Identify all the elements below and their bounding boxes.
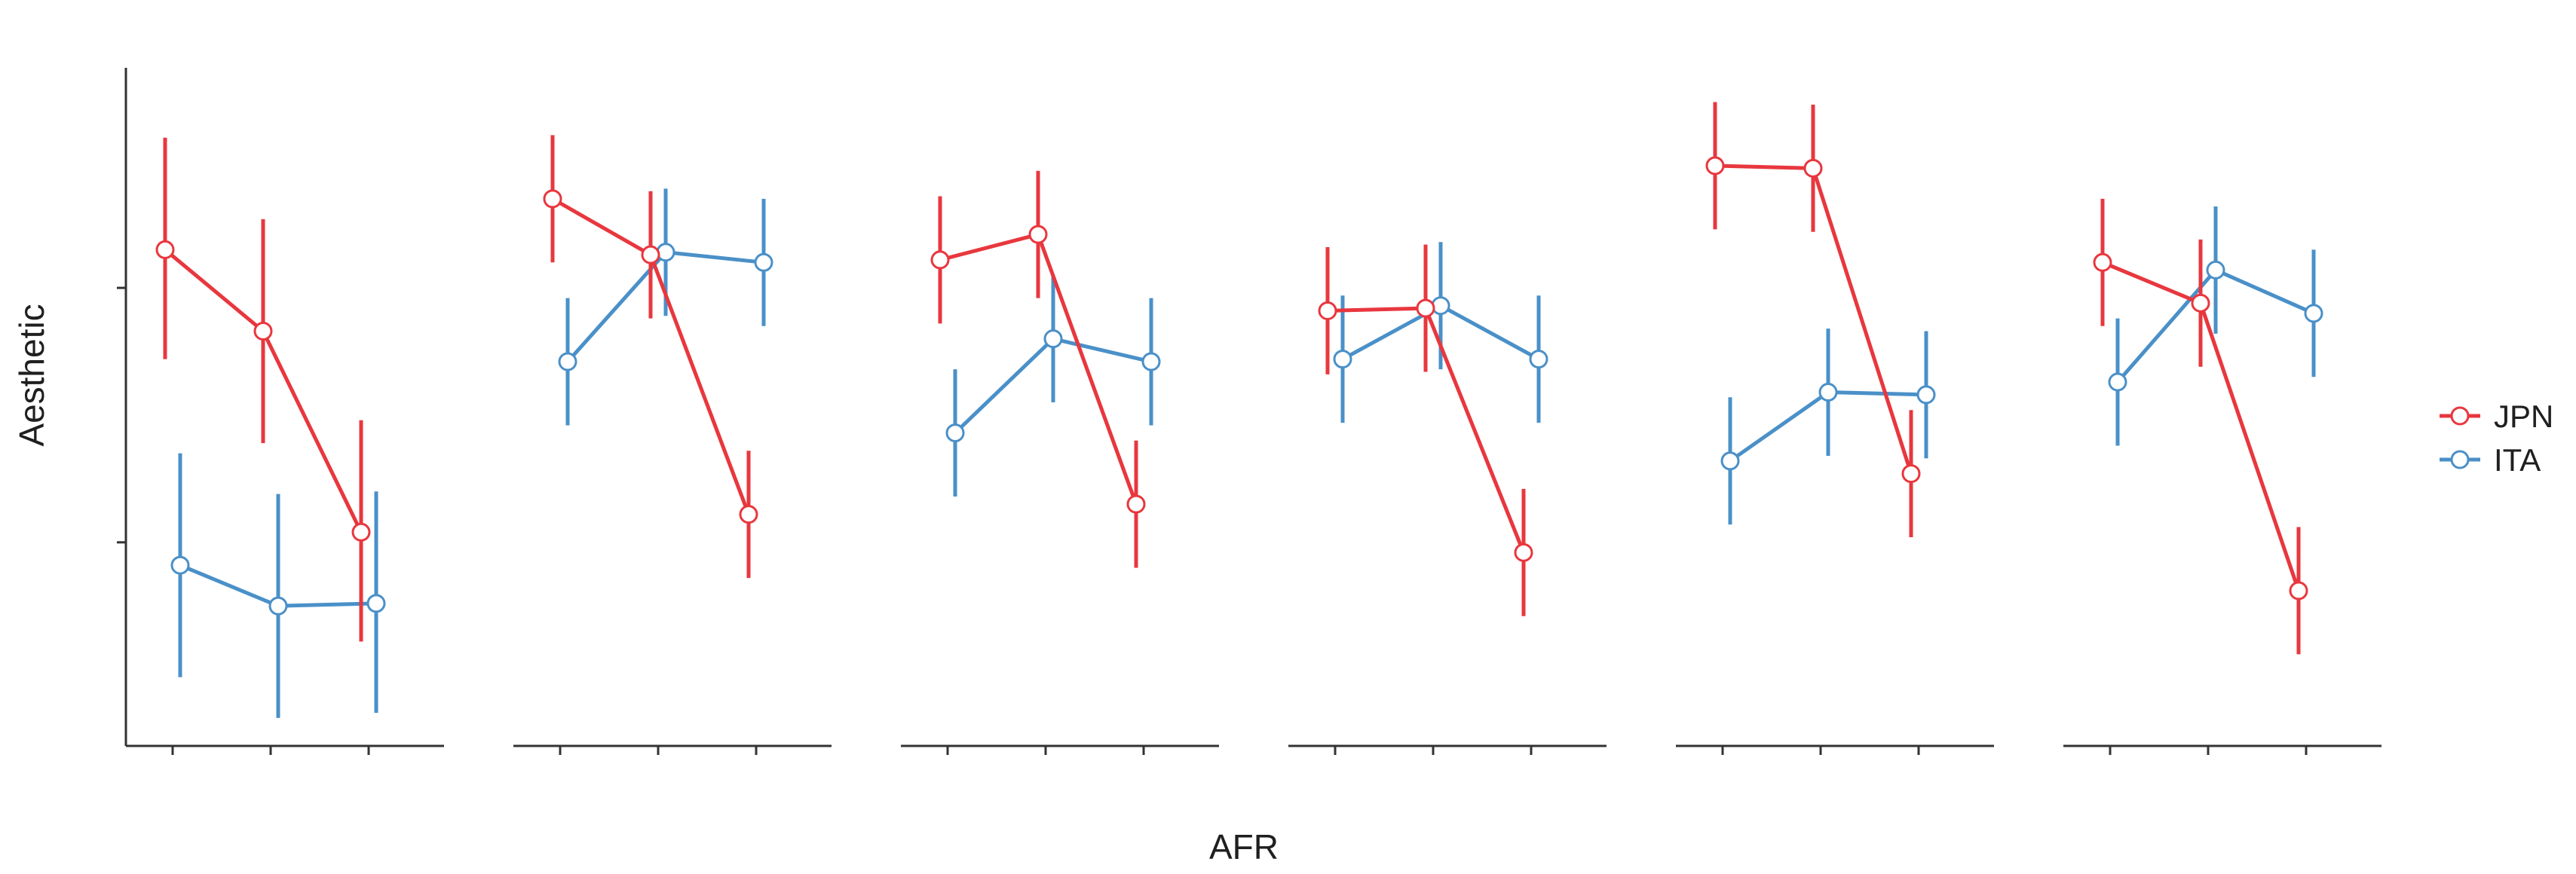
data-point bbox=[1126, 494, 1146, 514]
legend-label: JPN bbox=[2494, 399, 2553, 434]
data-point bbox=[2289, 581, 2308, 600]
legend-label: ITA bbox=[2494, 442, 2541, 478]
data-point bbox=[1028, 225, 1048, 244]
panel-ita-br bbox=[901, 170, 1219, 755]
panels bbox=[117, 68, 2381, 755]
data-point bbox=[1901, 464, 1921, 484]
data-point bbox=[2191, 293, 2210, 313]
panel-jpn-br bbox=[1676, 102, 1994, 755]
data-point bbox=[641, 245, 660, 264]
series-jpn bbox=[930, 170, 1146, 568]
panel-ctrl bbox=[126, 137, 444, 755]
series-jpn bbox=[2093, 198, 2308, 655]
data-point bbox=[170, 555, 190, 575]
panel-ita-so bbox=[1288, 242, 1607, 755]
series-jpn bbox=[543, 135, 758, 579]
data-point bbox=[2206, 260, 2225, 280]
legend-item-ita: ITA bbox=[2440, 442, 2541, 478]
data-point bbox=[2108, 372, 2127, 392]
panel-jpn-so bbox=[2063, 198, 2381, 755]
data-point bbox=[1431, 296, 1450, 316]
data-point bbox=[2093, 252, 2112, 272]
data-point bbox=[739, 505, 758, 524]
data-point bbox=[754, 252, 773, 272]
data-point bbox=[268, 596, 288, 616]
data-point bbox=[1333, 350, 1352, 369]
series-ita bbox=[1720, 329, 1936, 525]
series-jpn bbox=[1705, 102, 1921, 538]
data-point bbox=[945, 423, 965, 443]
data-point bbox=[1318, 301, 1337, 320]
legend-key-point bbox=[2450, 406, 2470, 426]
legend-item-jpn: JPN bbox=[2440, 399, 2553, 434]
data-point bbox=[1141, 352, 1161, 371]
panel-inst bbox=[513, 135, 832, 755]
data-point bbox=[1803, 158, 1823, 178]
data-point bbox=[155, 240, 175, 259]
data-point bbox=[1529, 350, 1548, 369]
series-ita bbox=[2108, 206, 2323, 446]
data-point bbox=[2304, 304, 2323, 323]
series-ita bbox=[945, 275, 1161, 497]
data-point bbox=[543, 189, 562, 209]
data-point bbox=[366, 594, 386, 613]
data-point bbox=[1818, 383, 1838, 402]
data-point bbox=[558, 352, 577, 371]
data-point bbox=[1720, 451, 1740, 471]
series-jpn bbox=[155, 137, 371, 642]
y-axis bbox=[117, 68, 127, 746]
data-point bbox=[253, 321, 273, 341]
data-point bbox=[351, 522, 371, 542]
data-point bbox=[1416, 298, 1435, 318]
data-point bbox=[1705, 156, 1725, 176]
data-point bbox=[656, 243, 675, 262]
data-point bbox=[930, 250, 950, 270]
data-point bbox=[1514, 542, 1533, 562]
series-jpn bbox=[1318, 244, 1533, 616]
series-ita bbox=[170, 453, 386, 718]
x-axis-title: AFR bbox=[1209, 827, 1279, 866]
legend: JPN ITA bbox=[2440, 399, 2553, 478]
data-point bbox=[1043, 329, 1063, 349]
y-axis-title: Aesthetic bbox=[12, 304, 51, 446]
data-point bbox=[1916, 385, 1936, 405]
legend-key-point bbox=[2450, 450, 2470, 469]
